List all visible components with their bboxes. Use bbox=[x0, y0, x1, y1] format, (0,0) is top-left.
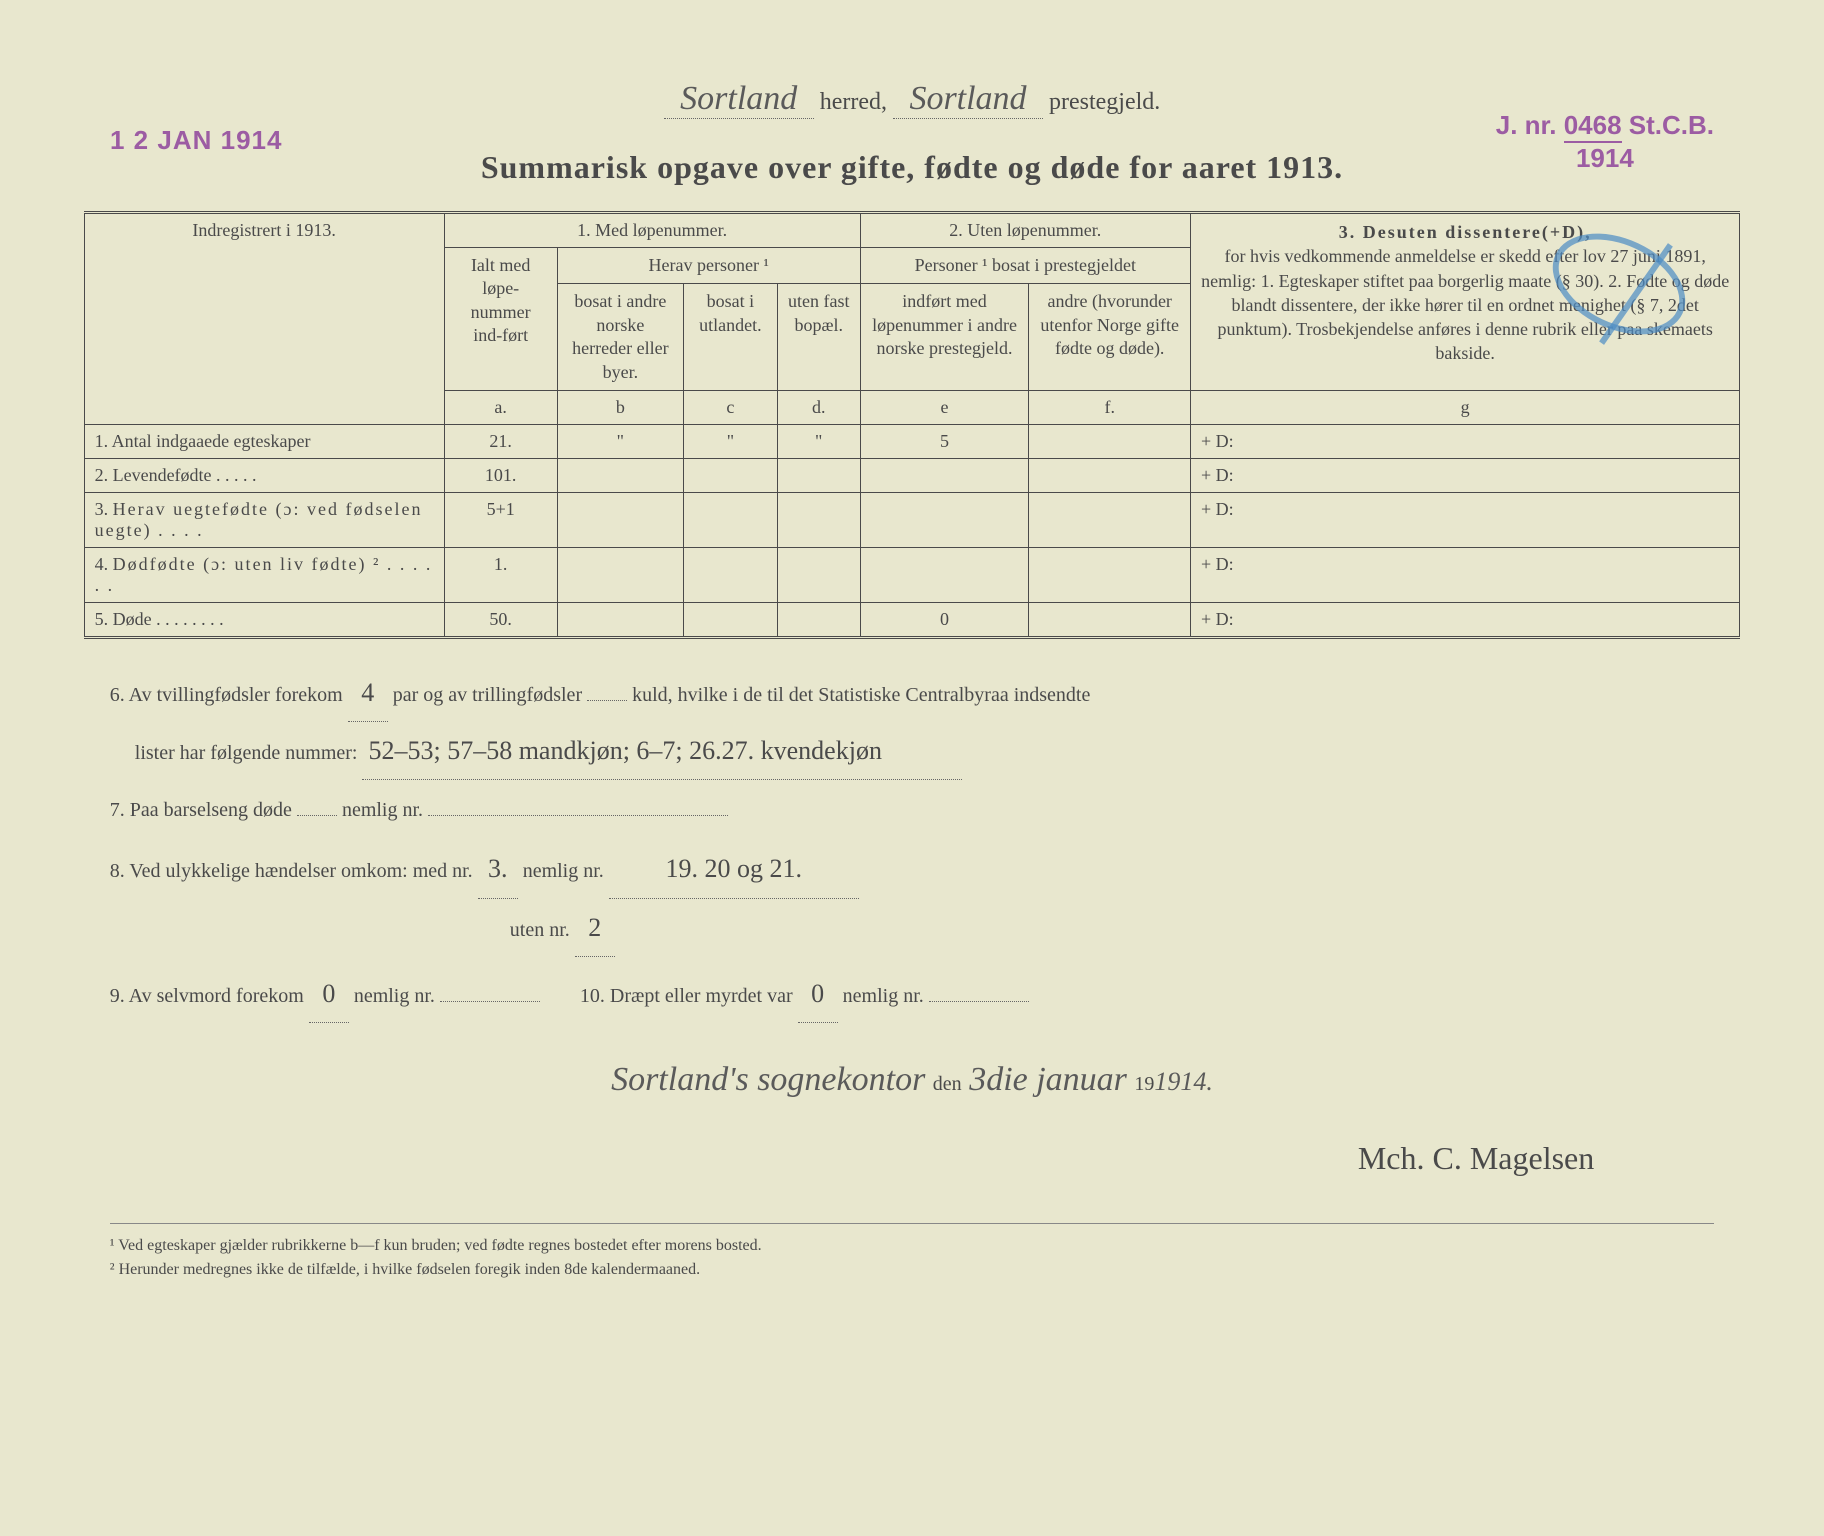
table-row: 2. Levendefødte . . . . . 101. + D: bbox=[84, 458, 1740, 492]
letter-g: g bbox=[1190, 390, 1739, 424]
row-label: 5. Døde . . . . . . . . bbox=[84, 602, 444, 637]
line7-nr bbox=[428, 815, 728, 816]
cell-b bbox=[557, 547, 683, 602]
cell-e bbox=[860, 492, 1029, 547]
line8-uten: 2 bbox=[575, 899, 615, 957]
cell-a: 50. bbox=[444, 602, 557, 637]
table-row: 5. Døde . . . . . . . . 50. 0 + D: bbox=[84, 602, 1740, 637]
footnote-2: ² Herunder medregnes ikke de tilfælde, i… bbox=[110, 1258, 1714, 1282]
table-row: 1. Antal indgaaede egteskaper 21. " " " … bbox=[84, 424, 1740, 458]
row-label: 2. Levendefødte . . . . . bbox=[84, 458, 444, 492]
row-label: 1. Antal indgaaede egteskaper bbox=[84, 424, 444, 458]
cell-d: " bbox=[777, 424, 860, 458]
herav-header: Herav personer ¹ bbox=[557, 248, 860, 284]
indreg-header: Indregistrert i 1913. bbox=[84, 213, 444, 425]
line7-value bbox=[297, 815, 337, 816]
cell-c bbox=[683, 492, 777, 547]
cell-d bbox=[777, 458, 860, 492]
cell-f bbox=[1029, 492, 1190, 547]
trilling-value bbox=[587, 700, 627, 701]
line8-nemlig: 19. 20 og 21. bbox=[609, 840, 859, 898]
cell-g: + D: bbox=[1190, 602, 1739, 637]
cell-f bbox=[1029, 424, 1190, 458]
cell-a: 21. bbox=[444, 424, 557, 458]
line8-med: 3. bbox=[478, 840, 518, 898]
personer-header: Personer ¹ bosat i prestegjeldet bbox=[860, 248, 1190, 284]
cell-d bbox=[777, 602, 860, 637]
table-row: 3. Herav uegtefødte (ɔ: ved fødselen ueg… bbox=[84, 492, 1740, 547]
jnr-number: 0468 bbox=[1564, 110, 1622, 143]
jnr-year: 1914 bbox=[1576, 143, 1634, 173]
cell-f bbox=[1029, 547, 1190, 602]
tvilling-value: 4 bbox=[348, 664, 388, 722]
ialt-header: Ialt med løpe-nummer ind-ført bbox=[444, 248, 557, 391]
line-7: 7. Paa barselseng døde nemlig nr. bbox=[110, 788, 1714, 832]
cell-e: 0 bbox=[860, 602, 1029, 637]
line9-nr bbox=[440, 1001, 540, 1002]
section3-header: 3. Desuten dissentere(+D), for hvis vedk… bbox=[1190, 213, 1739, 391]
line-9-10: 9. Av selvmord forekom 0 nemlig nr. 10. … bbox=[110, 965, 1714, 1023]
col-e-header: indført med løpenummer i andre norske pr… bbox=[860, 284, 1029, 391]
signature: Mch. C. Magelsen bbox=[110, 1123, 1594, 1193]
col-c-header: bosat i utlandet. bbox=[683, 284, 777, 391]
col-d-header: uten fast bopæl. bbox=[777, 284, 860, 391]
row-label: 3. Herav uegtefødte (ɔ: ved fødselen ueg… bbox=[84, 492, 444, 547]
herred-label: herred, bbox=[820, 89, 887, 115]
cell-a: 5+1 bbox=[444, 492, 557, 547]
cell-g: + D: bbox=[1190, 547, 1739, 602]
line9-value: 0 bbox=[309, 965, 349, 1023]
table-body: 1. Antal indgaaede egteskaper 21. " " " … bbox=[84, 424, 1740, 637]
cell-d bbox=[777, 547, 860, 602]
cell-d bbox=[777, 492, 860, 547]
date-stamp-left: 1 2 JAN 1914 bbox=[110, 125, 282, 156]
cell-e bbox=[860, 458, 1029, 492]
letter-a: a. bbox=[444, 390, 557, 424]
cell-f bbox=[1029, 458, 1190, 492]
cell-f bbox=[1029, 602, 1190, 637]
cell-c: " bbox=[683, 424, 777, 458]
prestegjeld-label: prestegjeld. bbox=[1049, 89, 1160, 115]
cell-e: 5 bbox=[860, 424, 1029, 458]
main-table: Indregistrert i 1913. 1. Med løpenummer.… bbox=[84, 211, 1741, 639]
section1-header: 1. Med løpenummer. bbox=[444, 213, 860, 248]
cell-g: + D: bbox=[1190, 424, 1739, 458]
cell-b bbox=[557, 602, 683, 637]
cell-a: 101. bbox=[444, 458, 557, 492]
cell-a: 1. bbox=[444, 547, 557, 602]
col-b-header: bosat i andre norske herreder eller byer… bbox=[557, 284, 683, 391]
cell-c bbox=[683, 458, 777, 492]
line6-numbers: 52–53; 57–58 mandkjøn; 6–7; 26.27. kvend… bbox=[362, 722, 962, 780]
footnote-1: ¹ Ved egteskaper gjælder rubrikkerne b—f… bbox=[110, 1234, 1714, 1258]
cell-b bbox=[557, 458, 683, 492]
line-8: 8. Ved ulykkelige hændelser omkom: med n… bbox=[110, 840, 1714, 956]
letter-f: f. bbox=[1029, 390, 1190, 424]
row-label: 4. Dødfødte (ɔ: uten liv fødte) ² . . . … bbox=[84, 547, 444, 602]
cell-c bbox=[683, 602, 777, 637]
line10-nr bbox=[929, 1001, 1029, 1002]
letter-b: b bbox=[557, 390, 683, 424]
cell-e bbox=[860, 547, 1029, 602]
cell-g: + D: bbox=[1190, 458, 1739, 492]
jnr-suffix: St.C.B. bbox=[1629, 110, 1714, 140]
letter-e: e bbox=[860, 390, 1029, 424]
document-page: 1 2 JAN 1914 J. nr. 0468 St.C.B. 1914 So… bbox=[40, 80, 1784, 1536]
bottom-section: 6. Av tvillingfødsler forekom 4 par og a… bbox=[110, 664, 1714, 1193]
line-6: 6. Av tvillingfødsler forekom 4 par og a… bbox=[110, 664, 1714, 780]
prestegjeld-handwritten: Sortland bbox=[893, 80, 1043, 119]
jnr-label: J. nr. bbox=[1496, 110, 1557, 140]
cell-g: + D: bbox=[1190, 492, 1739, 547]
signature-line: Sortland's sognekontor den 3die januar 1… bbox=[110, 1043, 1714, 1118]
cell-b bbox=[557, 492, 683, 547]
section2-header: 2. Uten løpenummer. bbox=[860, 213, 1190, 248]
journal-stamp-right: J. nr. 0468 St.C.B. 1914 bbox=[1496, 110, 1714, 174]
letter-c: c bbox=[683, 390, 777, 424]
cell-c bbox=[683, 547, 777, 602]
letter-d: d. bbox=[777, 390, 860, 424]
herred-handwritten: Sortland bbox=[664, 80, 814, 119]
line10-value: 0 bbox=[798, 965, 838, 1023]
cell-b: " bbox=[557, 424, 683, 458]
col-f-header: andre (hvorunder utenfor Norge gifte fød… bbox=[1029, 284, 1190, 391]
footnotes: ¹ Ved egteskaper gjælder rubrikkerne b—f… bbox=[110, 1223, 1714, 1282]
table-row: 4. Dødfødte (ɔ: uten liv fødte) ² . . . … bbox=[84, 547, 1740, 602]
